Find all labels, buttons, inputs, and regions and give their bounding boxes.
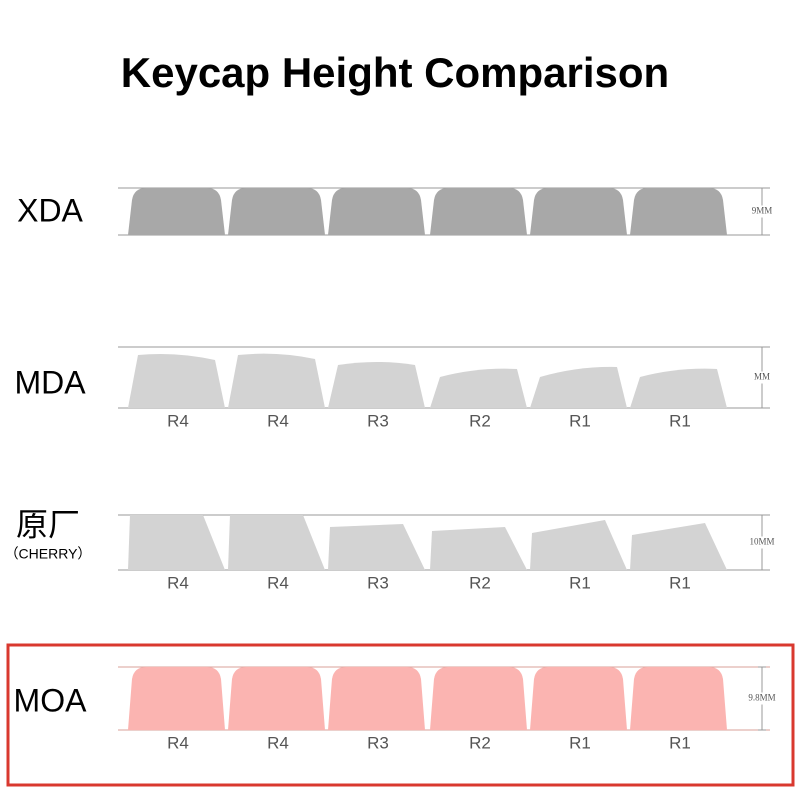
keycap — [328, 667, 425, 730]
height-label: 10MM — [749, 537, 774, 547]
row-label: R1 — [569, 733, 591, 752]
profile-name: MDA — [14, 364, 86, 400]
row-label: R3 — [367, 733, 389, 752]
height-label: MM — [754, 372, 770, 382]
height-bg — [744, 371, 780, 384]
row-label: R4 — [267, 411, 289, 430]
keycap — [530, 667, 627, 730]
height-label: 9.8MM — [748, 693, 775, 703]
keycap — [530, 366, 627, 408]
row-label: R4 — [267, 733, 289, 752]
row-label: R1 — [669, 733, 691, 752]
keycap — [328, 188, 425, 235]
keycap — [128, 353, 225, 408]
row-label: R2 — [469, 411, 491, 430]
highlight-box — [6, 643, 795, 787]
keycap — [430, 368, 527, 408]
title: Keycap Height Comparison — [121, 49, 669, 96]
keycap — [630, 523, 727, 570]
keycap — [228, 188, 325, 235]
keycap — [228, 353, 325, 408]
height-label: 9MM — [752, 206, 773, 216]
row-label: R2 — [469, 573, 491, 592]
row-label: R1 — [669, 573, 691, 592]
row-label: R4 — [267, 573, 289, 592]
row-label: R4 — [167, 733, 189, 752]
keycap — [228, 667, 325, 730]
profile-name: 原厂 — [16, 506, 80, 542]
profile-name: MOA — [14, 682, 88, 718]
height-bg — [744, 692, 780, 705]
keycap — [128, 515, 225, 570]
row-label: R4 — [167, 411, 189, 430]
keycap — [630, 368, 727, 408]
keycap — [630, 667, 727, 730]
profile-subname: （CHERRY） — [5, 546, 92, 562]
row-label: R4 — [167, 573, 189, 592]
row-label: R1 — [669, 411, 691, 430]
row-label: R2 — [469, 733, 491, 752]
keycap — [430, 527, 527, 570]
height-bg — [744, 536, 780, 549]
row-label: R3 — [367, 411, 389, 430]
height-bg — [744, 205, 780, 218]
keycap — [128, 188, 225, 235]
keycap — [530, 520, 627, 570]
keycap — [630, 188, 727, 235]
keycap — [328, 524, 425, 570]
row-label: R3 — [367, 573, 389, 592]
keycap — [128, 667, 225, 730]
keycap — [228, 515, 325, 570]
row-label: R1 — [569, 573, 591, 592]
keycap — [530, 188, 627, 235]
keycap — [328, 362, 425, 408]
row-label: R1 — [569, 411, 591, 430]
keycap — [430, 667, 527, 730]
profile-name: XDA — [17, 192, 83, 228]
keycap — [430, 188, 527, 235]
